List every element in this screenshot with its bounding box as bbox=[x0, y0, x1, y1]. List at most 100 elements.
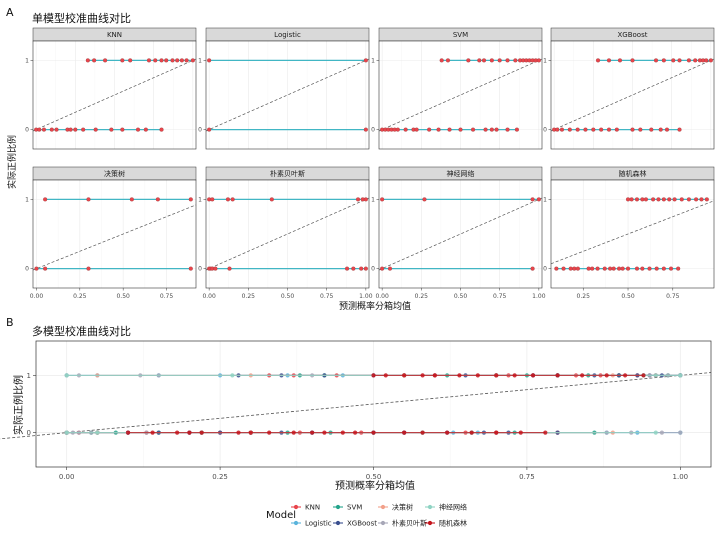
facet-1-point bbox=[92, 58, 97, 63]
facet-2: Logistic 0 1 bbox=[198, 27, 370, 150]
facet-7-xtick-label: 0.75 bbox=[493, 293, 507, 300]
facet-4-point bbox=[630, 58, 635, 63]
facet-2-strip-label: Logistic bbox=[274, 31, 301, 39]
facet-3-point bbox=[403, 127, 408, 132]
facet-7-xtick-label: 0.00 bbox=[375, 293, 389, 300]
series-point bbox=[604, 373, 609, 378]
facet-1-point bbox=[120, 58, 125, 63]
facet-3-point bbox=[436, 127, 441, 132]
series-point bbox=[340, 430, 345, 435]
legend-key-point bbox=[293, 520, 299, 526]
facet-8-point bbox=[672, 197, 677, 202]
facet-1-point bbox=[49, 127, 54, 132]
facet-4-point bbox=[708, 58, 713, 63]
facet-1-point bbox=[41, 127, 47, 132]
combined-border bbox=[35, 340, 712, 468]
facet-3-point bbox=[505, 127, 510, 132]
facet-4-point bbox=[677, 58, 682, 63]
facet-4-point bbox=[555, 127, 560, 132]
facet-6-ytick-label: 1 bbox=[198, 196, 202, 203]
facet-6-xtick-label: 0.75 bbox=[320, 293, 334, 300]
series-point bbox=[95, 430, 100, 435]
facet-6-point bbox=[230, 197, 235, 202]
facet-3-strip-label: SVM bbox=[453, 31, 468, 39]
combined-xtick-label: 0.00 bbox=[59, 473, 75, 481]
facet-6-strip-label: 朴素贝叶斯 bbox=[270, 169, 305, 178]
facet-1-point bbox=[184, 58, 189, 63]
facet-8-point bbox=[704, 197, 709, 202]
legend-label: KNN bbox=[305, 504, 320, 512]
facet-6-point bbox=[363, 266, 368, 271]
facet-4-point bbox=[638, 127, 643, 132]
series-point bbox=[622, 373, 628, 378]
facet-1-point bbox=[37, 127, 42, 132]
series-point bbox=[445, 430, 450, 435]
facet-4-point bbox=[575, 127, 580, 132]
legend-key-point bbox=[427, 520, 433, 526]
facet-8-point bbox=[554, 266, 559, 271]
facet-5: 决策树 0.00 0.25 0.50 0.75 0 1 bbox=[25, 166, 197, 300]
panel-a-xlabel: 预测概率分箱均值 bbox=[339, 300, 411, 312]
facet-6-xtick-label: 1.00 bbox=[359, 293, 373, 300]
facet-4-point bbox=[606, 58, 612, 63]
legend-label: 神经网络 bbox=[439, 503, 467, 512]
series-point bbox=[518, 430, 523, 435]
facet-8-point bbox=[640, 197, 645, 202]
facet-3: SVM 0 1 bbox=[371, 27, 543, 150]
facet-4-point bbox=[704, 58, 709, 63]
series-point bbox=[383, 373, 388, 378]
facet-8-background bbox=[551, 180, 714, 288]
facet-4-ytick-label: 1 bbox=[543, 57, 547, 64]
facet-3-point bbox=[414, 127, 419, 132]
combined-ytick-label: 1 bbox=[27, 372, 31, 380]
facet-6-xtick-label: 0.00 bbox=[202, 293, 216, 300]
facet-5-diagonal bbox=[32, 204, 197, 271]
facet-5-point bbox=[129, 197, 134, 202]
facet-8-point bbox=[575, 266, 580, 271]
series-point bbox=[580, 373, 585, 378]
series-point bbox=[678, 373, 683, 378]
facet-8-point bbox=[590, 266, 595, 271]
facet-6-point bbox=[213, 266, 218, 271]
legend-title: Model bbox=[266, 510, 296, 521]
facet-1-point bbox=[143, 127, 148, 132]
series-point bbox=[475, 373, 480, 378]
facet-8-point bbox=[640, 266, 645, 271]
facet-8-point bbox=[699, 197, 704, 202]
facet-1-point bbox=[93, 127, 98, 132]
facet-5-xtick-label: 0.00 bbox=[30, 293, 44, 300]
facet-4-point bbox=[677, 127, 682, 132]
series-point bbox=[432, 373, 437, 378]
facet-5-point bbox=[43, 266, 48, 271]
facet-1-point bbox=[54, 127, 59, 132]
series-point bbox=[64, 373, 69, 378]
series-point bbox=[125, 430, 131, 435]
series-point bbox=[420, 430, 425, 435]
series-point bbox=[352, 430, 358, 435]
series-point bbox=[641, 373, 646, 378]
facet-7: 神经网络 0.00 0.25 0.50 0.75 1.00 0 1 bbox=[371, 166, 546, 300]
facet-5-point bbox=[86, 197, 91, 202]
facet-5-xtick-label: 0.75 bbox=[160, 293, 174, 300]
facet-4-point bbox=[559, 127, 565, 132]
facet-8: 随机森林 0.25 0.50 0.75 0 1 bbox=[543, 166, 715, 300]
facet-4-point bbox=[599, 127, 604, 132]
facet-8-point bbox=[686, 197, 691, 202]
panel-b-ylabel: 实际正例比例 bbox=[12, 375, 25, 435]
facet-6-point bbox=[345, 266, 350, 271]
series-point bbox=[199, 430, 204, 435]
facet-7-point bbox=[422, 197, 427, 202]
facet-3-point bbox=[481, 58, 487, 63]
facet-3-point bbox=[536, 58, 541, 63]
series-point bbox=[230, 373, 235, 378]
series-point bbox=[310, 430, 315, 435]
series-point bbox=[420, 373, 425, 378]
series-point bbox=[64, 430, 69, 435]
combined-diagonal bbox=[0, 372, 712, 440]
facet-6-point bbox=[351, 266, 356, 271]
legend-label: XGBoost bbox=[347, 520, 377, 528]
legend-key-point bbox=[427, 504, 433, 510]
facet-1-point bbox=[135, 127, 141, 132]
series-point bbox=[402, 430, 407, 435]
facet-4-border bbox=[550, 40, 715, 150]
